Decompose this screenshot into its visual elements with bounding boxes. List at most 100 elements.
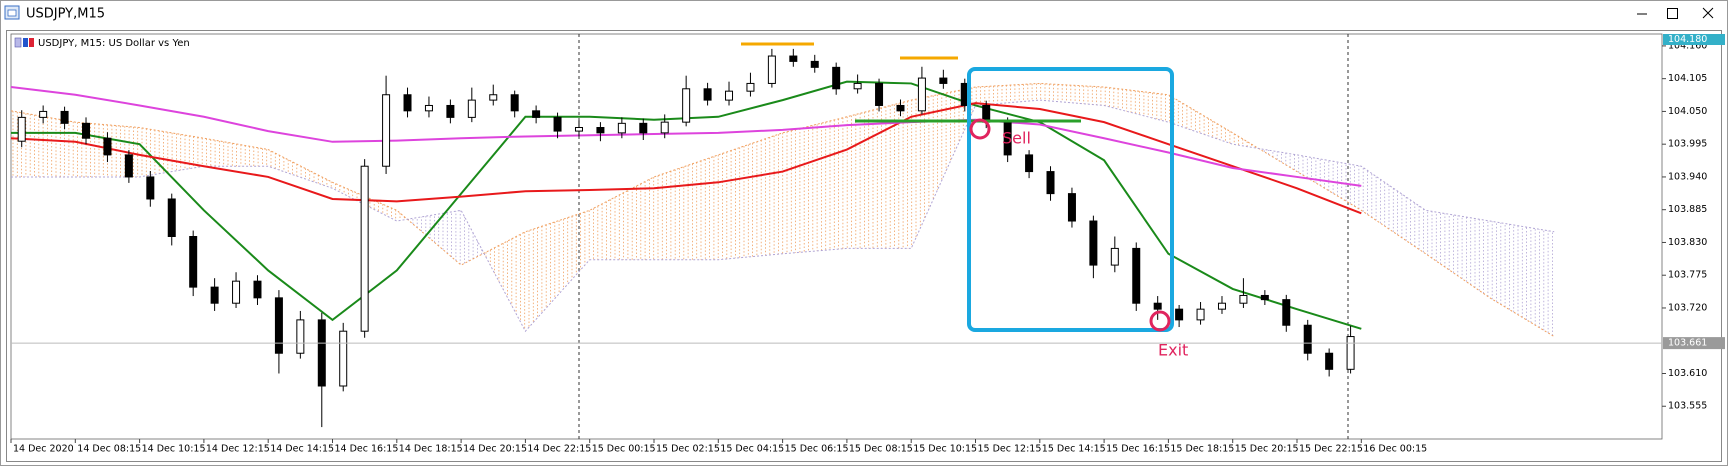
candle-body — [232, 280, 241, 304]
x-tick-label: 15 Dec 20:15 — [1235, 444, 1299, 455]
candle-body — [510, 94, 519, 112]
current-price-label: 103.661 — [1668, 338, 1707, 349]
y-tick-label: 104.050 — [1668, 106, 1707, 117]
candle-body — [896, 104, 905, 112]
moving-average — [10, 86, 1362, 187]
app-icon-inner — [7, 9, 17, 17]
candle-body — [832, 66, 841, 90]
candle-body — [317, 319, 326, 387]
chart-frame — [6, 30, 1722, 462]
x-tick-label: 15 Dec 04:15 — [720, 444, 784, 455]
y-tick-label: 103.555 — [1668, 401, 1707, 412]
x-tick-label: 14 Dec 16:15 — [335, 444, 399, 455]
candle-body — [360, 165, 369, 332]
candle-body — [1153, 302, 1162, 310]
x-tick-label: 15 Dec 14:15 — [1042, 444, 1106, 455]
candle-body — [703, 88, 712, 101]
candle-body — [189, 236, 198, 288]
x-tick-label: 16 Dec 00:15 — [1363, 444, 1427, 455]
candle-body — [875, 82, 884, 106]
candle-body — [1046, 171, 1055, 195]
candle-body — [1217, 302, 1226, 310]
candle-body — [274, 297, 283, 354]
moving-average — [10, 102, 1362, 215]
y-tick-label: 104.105 — [1668, 73, 1707, 84]
x-tick-label: 14 Dec 10:15 — [142, 444, 206, 455]
candle-body — [424, 104, 433, 112]
candle-body — [1303, 324, 1312, 354]
x-tick-label: 15 Dec 22:15 — [1299, 444, 1363, 455]
candle-body — [617, 122, 626, 134]
icon-part — [29, 38, 34, 47]
x-tick-label: 14 Dec 20:15 — [463, 444, 527, 455]
x-tick-label: 15 Dec 10:15 — [913, 444, 977, 455]
ichimoku-cloud — [10, 82, 1555, 337]
candle-body — [939, 77, 948, 84]
y-tick-label: 103.995 — [1668, 139, 1707, 150]
candle-body — [403, 94, 412, 112]
top-price-box — [1663, 34, 1725, 45]
candle-body — [103, 137, 112, 156]
candle-body — [39, 110, 48, 118]
candle-body — [467, 99, 476, 118]
y-tick-label: 103.610 — [1668, 368, 1707, 379]
cloud-span — [11, 99, 1555, 333]
candle-body — [167, 198, 176, 237]
candle-body — [339, 330, 348, 387]
x-tick-label: 15 Dec 06:15 — [785, 444, 849, 455]
candle-body — [660, 121, 669, 134]
annotations: Sell Exit — [741, 42, 1188, 360]
maximize-button[interactable] — [1667, 8, 1678, 19]
candle-body — [1260, 294, 1269, 301]
candle-body — [1196, 308, 1205, 321]
candle-body — [725, 90, 734, 101]
candle-body — [639, 122, 648, 134]
plot-area — [10, 33, 1663, 440]
exit-marker — [1149, 310, 1171, 332]
x-tick-label: 14 Dec 08:15 — [77, 444, 141, 455]
candle-body — [1025, 154, 1034, 173]
candle-body — [296, 319, 305, 354]
x-tick-label: 15 Dec 08:15 — [849, 444, 913, 455]
close-button[interactable] — [1702, 7, 1714, 19]
candle-body — [82, 122, 91, 139]
candle-body — [767, 55, 776, 84]
trade-box — [967, 67, 1174, 332]
sell-marker — [969, 118, 991, 140]
candle-body — [1239, 294, 1248, 304]
window-title: USDJPY,M15 — [26, 7, 105, 22]
candle-body — [746, 82, 755, 92]
x-tick-label: 15 Dec 00:15 — [592, 444, 656, 455]
y-tick-label: 103.720 — [1668, 302, 1707, 313]
x-tick-label: 15 Dec 02:15 — [656, 444, 720, 455]
candle-body — [553, 116, 562, 132]
x-tick-label: 14 Dec 14:15 — [270, 444, 334, 455]
x-tick-label: 15 Dec 16:15 — [1106, 444, 1170, 455]
candle-body — [60, 110, 69, 124]
candle-body — [1282, 299, 1291, 326]
candle-body — [574, 127, 583, 132]
candle-body — [1132, 247, 1141, 304]
exit-label: Exit — [1158, 341, 1188, 360]
candle-body — [810, 60, 819, 68]
candle-body — [210, 286, 219, 304]
title-bar: USDJPY,M15 — [4, 5, 1714, 22]
candles — [17, 48, 1355, 428]
y-tick-label: 104.160 — [1668, 40, 1707, 51]
candle-body — [682, 88, 691, 123]
x-tick-label: 15 Dec 12:15 — [978, 444, 1042, 455]
y-tick-label: 103.830 — [1668, 237, 1707, 248]
x-tick-label: 14 Dec 2020 — [13, 444, 74, 455]
x-tick-label: 14 Dec 22:15 — [527, 444, 591, 455]
candle-body — [1089, 220, 1098, 266]
candle-body — [789, 55, 798, 62]
candle-body — [124, 154, 133, 178]
candle-body — [1110, 247, 1119, 266]
candle-body — [1175, 308, 1184, 321]
current-price-box — [1663, 337, 1725, 350]
icon-part — [23, 38, 28, 47]
candle-body — [146, 176, 155, 200]
candle-body — [446, 104, 455, 118]
